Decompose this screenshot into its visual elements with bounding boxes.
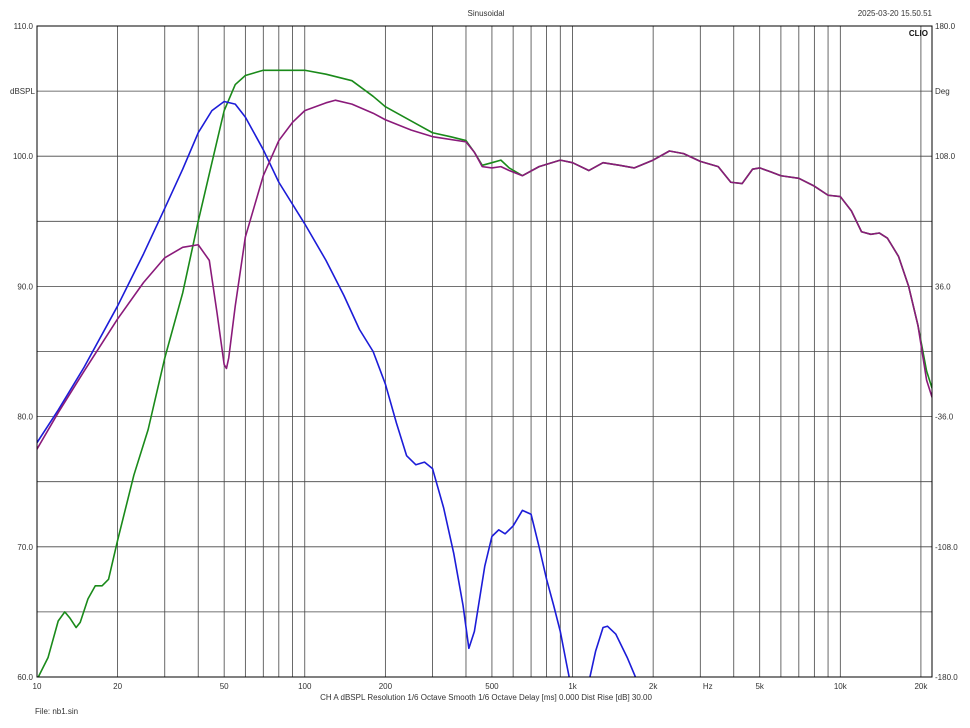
- x-tick-label: 100: [298, 682, 312, 691]
- x-tick-label: 20: [113, 682, 122, 691]
- y2-tick-label: -180.0: [935, 673, 958, 682]
- y2-tick-label: -108.0: [935, 543, 958, 552]
- y2-axis-label: Deg: [935, 87, 950, 96]
- y-tick-label: 60.0: [17, 673, 33, 682]
- timestamp: 2025-03-20 15.50.51: [858, 9, 933, 18]
- file-name: File: nb1.sin: [35, 707, 78, 716]
- x-tick-label: 200: [379, 682, 393, 691]
- series-line: [37, 100, 570, 677]
- x-tick-label: 5k: [755, 682, 764, 691]
- x-tick-label: 10k: [834, 682, 848, 691]
- y2-tick-label: 108.0: [935, 152, 956, 161]
- clio-logo: CLIO: [909, 29, 928, 38]
- y-axis-label: dBSPL: [10, 87, 35, 96]
- y2-tick-label: -36.0: [935, 413, 954, 422]
- x-tick-label: 1k: [568, 682, 577, 691]
- y-tick-label: 70.0: [17, 543, 33, 552]
- y-tick-label: 110.0: [14, 22, 34, 31]
- grid: [37, 26, 932, 677]
- x-tick-label: 10: [33, 682, 42, 691]
- x-tick-label: 50: [220, 682, 229, 691]
- x-axis-label: Hz: [703, 682, 713, 691]
- footer-info: CH A dBSPL Resolution 1/6 Octave Smooth …: [320, 693, 652, 702]
- y2-tick-label: 180.0: [935, 22, 956, 31]
- plot-frame: [36, 25, 933, 678]
- x-tick-label: 20k: [914, 682, 928, 691]
- y-tick-label: 100.0: [13, 152, 34, 161]
- tick-labels: 10 20 50 100 200 500 1k 2k Hz 5k 10k 20k 110.0 100.0 9…: [13, 22, 958, 691]
- x-tick-label: 2k: [649, 682, 658, 691]
- y-tick-label: 90.0: [17, 282, 33, 291]
- series-line: [37, 99, 932, 450]
- y-tick-label: 80.0: [17, 413, 33, 422]
- x-tick-label: 500: [485, 682, 499, 691]
- chart-title: Sinusoidal: [468, 9, 505, 18]
- series-line: [589, 625, 637, 677]
- y2-tick-label: 36.0: [935, 282, 951, 291]
- series-group: [37, 69, 932, 677]
